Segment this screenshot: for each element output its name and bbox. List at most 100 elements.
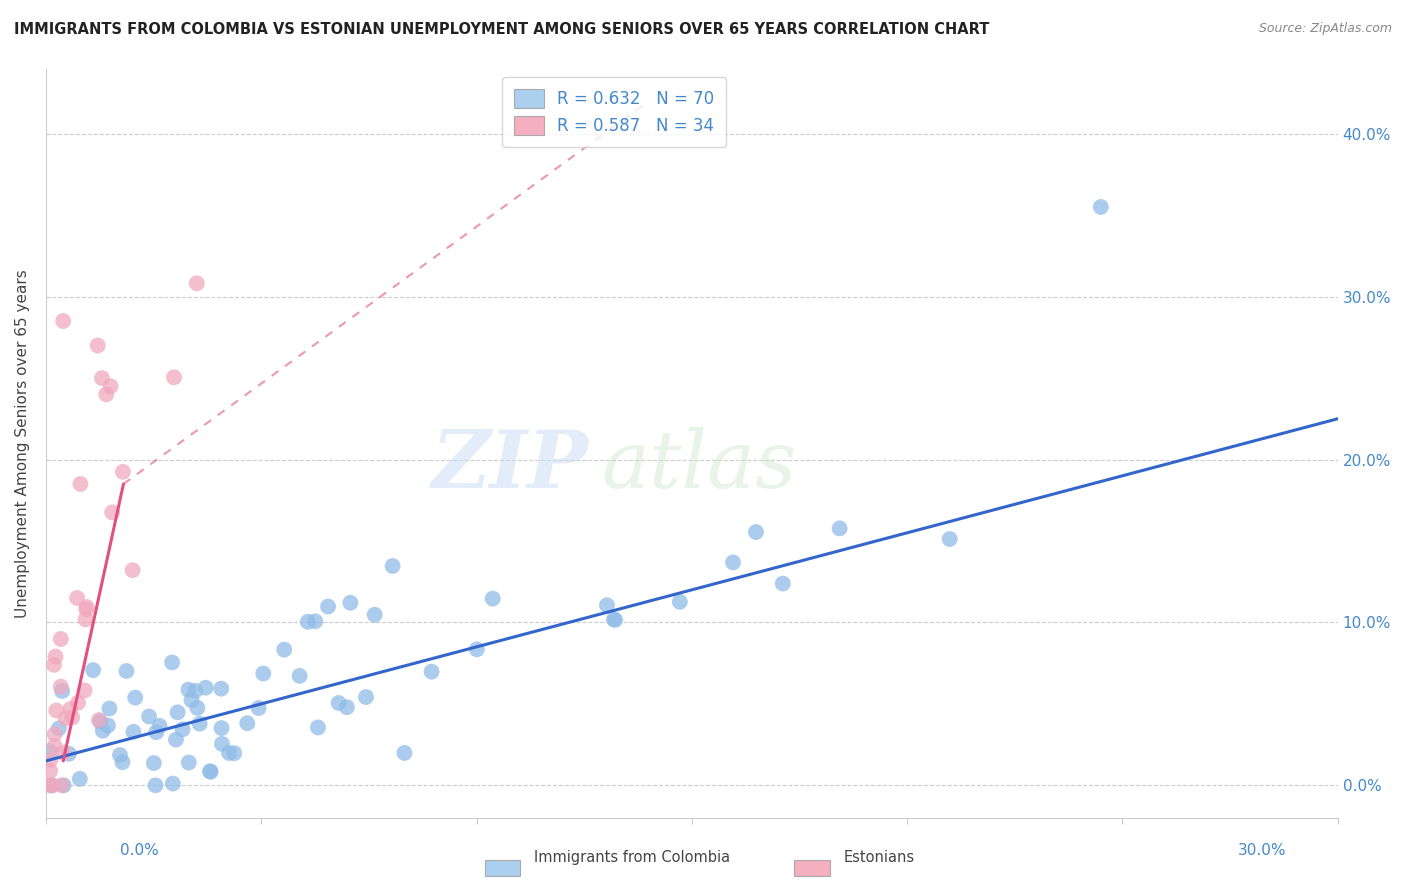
- Point: [39, 744, 62, 758]
- Point: [75, 602, 97, 616]
- Point: [58, 747, 80, 761]
- Point: [111, 755, 134, 769]
- Point: [273, 642, 295, 657]
- Point: [91, 371, 114, 385]
- Text: 0.0%: 0.0%: [120, 843, 159, 858]
- Point: [101, 506, 124, 520]
- Text: IMMIGRANTS FROM COLOMBIA VS ESTONIAN UNEMPLOYMENT AMONG SENIORS OVER 65 YEARS CO: IMMIGRANTS FROM COLOMBIA VS ESTONIAN UNE…: [14, 22, 990, 37]
- Point: [381, 559, 404, 574]
- Point: [98, 701, 121, 715]
- Point: [772, 576, 794, 591]
- Point: [354, 690, 377, 704]
- Text: Estonians: Estonians: [844, 850, 915, 865]
- Point: [73, 683, 96, 698]
- Point: [96, 387, 118, 401]
- Point: [328, 696, 350, 710]
- Point: [86, 338, 108, 352]
- Point: [420, 665, 443, 679]
- Point: [304, 614, 326, 628]
- Point: [198, 764, 221, 779]
- Point: [51, 684, 73, 698]
- Point: [44, 739, 66, 753]
- Point: [177, 682, 200, 697]
- Point: [394, 746, 416, 760]
- Point: [186, 277, 208, 291]
- Point: [297, 615, 319, 629]
- Point: [55, 711, 77, 725]
- Point: [145, 725, 167, 739]
- Point: [41, 778, 63, 792]
- Point: [938, 532, 960, 546]
- Point: [124, 690, 146, 705]
- Point: [115, 664, 138, 678]
- Point: [336, 700, 359, 714]
- Point: [49, 632, 72, 646]
- Point: [363, 607, 385, 622]
- Point: [180, 693, 202, 707]
- Point: [52, 778, 75, 792]
- Y-axis label: Unemployment Among Seniors over 65 years: Unemployment Among Seniors over 65 years: [15, 268, 30, 617]
- Point: [39, 753, 62, 767]
- Point: [76, 600, 98, 615]
- Point: [39, 778, 62, 792]
- Point: [59, 702, 82, 716]
- Point: [44, 727, 66, 741]
- Point: [211, 721, 233, 735]
- Point: [82, 663, 104, 677]
- Point: [142, 756, 165, 770]
- Point: [316, 599, 339, 614]
- Point: [1090, 200, 1112, 214]
- Point: [211, 737, 233, 751]
- Point: [145, 778, 167, 792]
- Point: [69, 477, 91, 491]
- Point: [45, 649, 67, 664]
- Text: ZIP: ZIP: [432, 427, 589, 505]
- Point: [39, 764, 62, 778]
- Point: [60, 710, 83, 724]
- Point: [465, 642, 488, 657]
- Point: [209, 681, 232, 696]
- Point: [66, 591, 89, 605]
- Point: [89, 714, 111, 729]
- Point: [247, 701, 270, 715]
- Point: [165, 732, 187, 747]
- Point: [162, 776, 184, 790]
- Point: [669, 595, 692, 609]
- Point: [307, 721, 329, 735]
- Point: [188, 716, 211, 731]
- Point: [160, 656, 183, 670]
- Point: [52, 746, 75, 760]
- Legend: R = 0.632   N = 70, R = 0.587   N = 34: R = 0.632 N = 70, R = 0.587 N = 34: [502, 77, 727, 147]
- Point: [721, 556, 744, 570]
- Text: Immigrants from Colombia: Immigrants from Colombia: [534, 850, 730, 865]
- Point: [603, 612, 626, 626]
- Point: [177, 756, 200, 770]
- Point: [184, 683, 207, 698]
- Point: [41, 778, 63, 792]
- Point: [69, 772, 91, 786]
- Point: [45, 704, 67, 718]
- Point: [828, 521, 851, 535]
- Point: [91, 723, 114, 738]
- Point: [745, 524, 768, 539]
- Point: [97, 718, 120, 732]
- Point: [172, 723, 194, 737]
- Text: Source: ZipAtlas.com: Source: ZipAtlas.com: [1258, 22, 1392, 36]
- Point: [66, 696, 89, 710]
- Point: [148, 719, 170, 733]
- Point: [52, 314, 75, 328]
- Point: [252, 666, 274, 681]
- Point: [108, 747, 131, 762]
- Point: [200, 764, 222, 779]
- Point: [87, 713, 110, 727]
- Point: [51, 778, 73, 792]
- Point: [166, 706, 188, 720]
- Point: [236, 716, 259, 731]
- Point: [138, 709, 160, 723]
- Text: atlas: atlas: [602, 427, 797, 505]
- Point: [49, 680, 72, 694]
- Point: [163, 370, 186, 384]
- Point: [42, 657, 65, 672]
- Point: [122, 724, 145, 739]
- Point: [194, 681, 217, 695]
